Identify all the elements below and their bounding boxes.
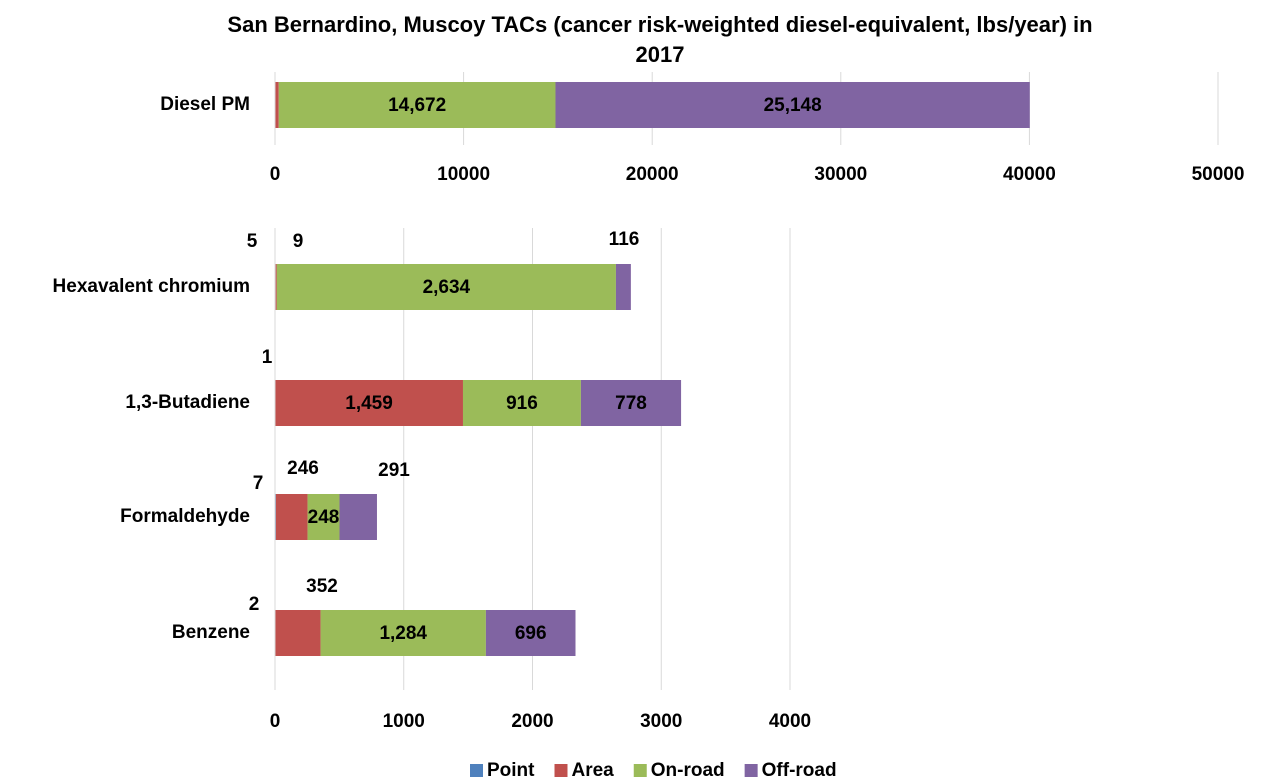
y-tick-label: Diesel PM: [160, 94, 250, 115]
bar-segment: [462, 380, 581, 426]
bar-segment: [555, 82, 1030, 128]
data-label: 1: [262, 347, 273, 368]
legend-swatch: [470, 764, 483, 777]
legend-label: Area: [572, 760, 615, 781]
data-label: 9: [293, 231, 304, 252]
legend-label: Off-road: [762, 760, 837, 781]
x-tick-label: 4000: [769, 711, 811, 732]
bar-segment: [275, 610, 321, 656]
data-label: 696: [515, 623, 547, 644]
bar-segment: [278, 82, 556, 128]
data-label: 778: [615, 393, 647, 414]
bar-segment: [275, 264, 277, 310]
data-label: 1,459: [345, 393, 393, 414]
bar-segment: [485, 610, 576, 656]
data-label: 14,672: [388, 95, 446, 116]
legend-label: Point: [487, 760, 535, 781]
bar-segment: [307, 494, 340, 540]
data-label: 5: [247, 231, 258, 252]
x-tick-label: 40000: [1003, 164, 1056, 185]
data-label: 246: [287, 458, 319, 479]
x-tick-label: 20000: [626, 164, 679, 185]
x-tick-label: 30000: [814, 164, 867, 185]
y-tick-label: 1,3-Butadiene: [125, 392, 250, 413]
y-tick-label: Hexavalent chromium: [53, 276, 250, 297]
bar-segment: [339, 494, 377, 540]
bar-segment: [276, 264, 616, 310]
x-tick-label: 1000: [383, 711, 425, 732]
bar-segment: [275, 494, 308, 540]
data-label: 7: [253, 473, 264, 494]
data-label: 352: [306, 576, 338, 597]
data-label: 248: [308, 507, 340, 528]
legend-swatch: [633, 764, 647, 777]
bar-segment: [320, 610, 486, 656]
x-tick-label: 50000: [1192, 164, 1245, 185]
legend-swatch: [744, 764, 758, 777]
legend-swatch: [554, 764, 568, 777]
bar-segment: [615, 264, 631, 310]
data-label: 25,148: [764, 95, 822, 116]
bar-segment: [275, 380, 463, 426]
x-tick-label: 0: [270, 711, 281, 732]
data-label: 291: [378, 460, 410, 481]
data-label: 1,284: [379, 623, 427, 644]
data-label: 116: [609, 229, 640, 250]
data-label: 2,634: [423, 277, 471, 298]
chart-title: San Bernardino, Muscoy TACs (cancer risk…: [227, 12, 1093, 67]
x-tick-label: 2000: [511, 711, 553, 732]
bar-segment: [275, 82, 279, 128]
y-tick-label: Benzene: [172, 622, 250, 643]
x-tick-label: 0: [270, 164, 281, 185]
data-label: 916: [506, 393, 538, 414]
y-tick-label: Formaldehyde: [120, 506, 250, 527]
x-tick-label: 10000: [437, 164, 490, 185]
bar-segment: [580, 380, 682, 426]
data-label: 2: [249, 594, 260, 615]
legend-label: On-road: [651, 760, 725, 781]
x-tick-label: 3000: [640, 711, 682, 732]
